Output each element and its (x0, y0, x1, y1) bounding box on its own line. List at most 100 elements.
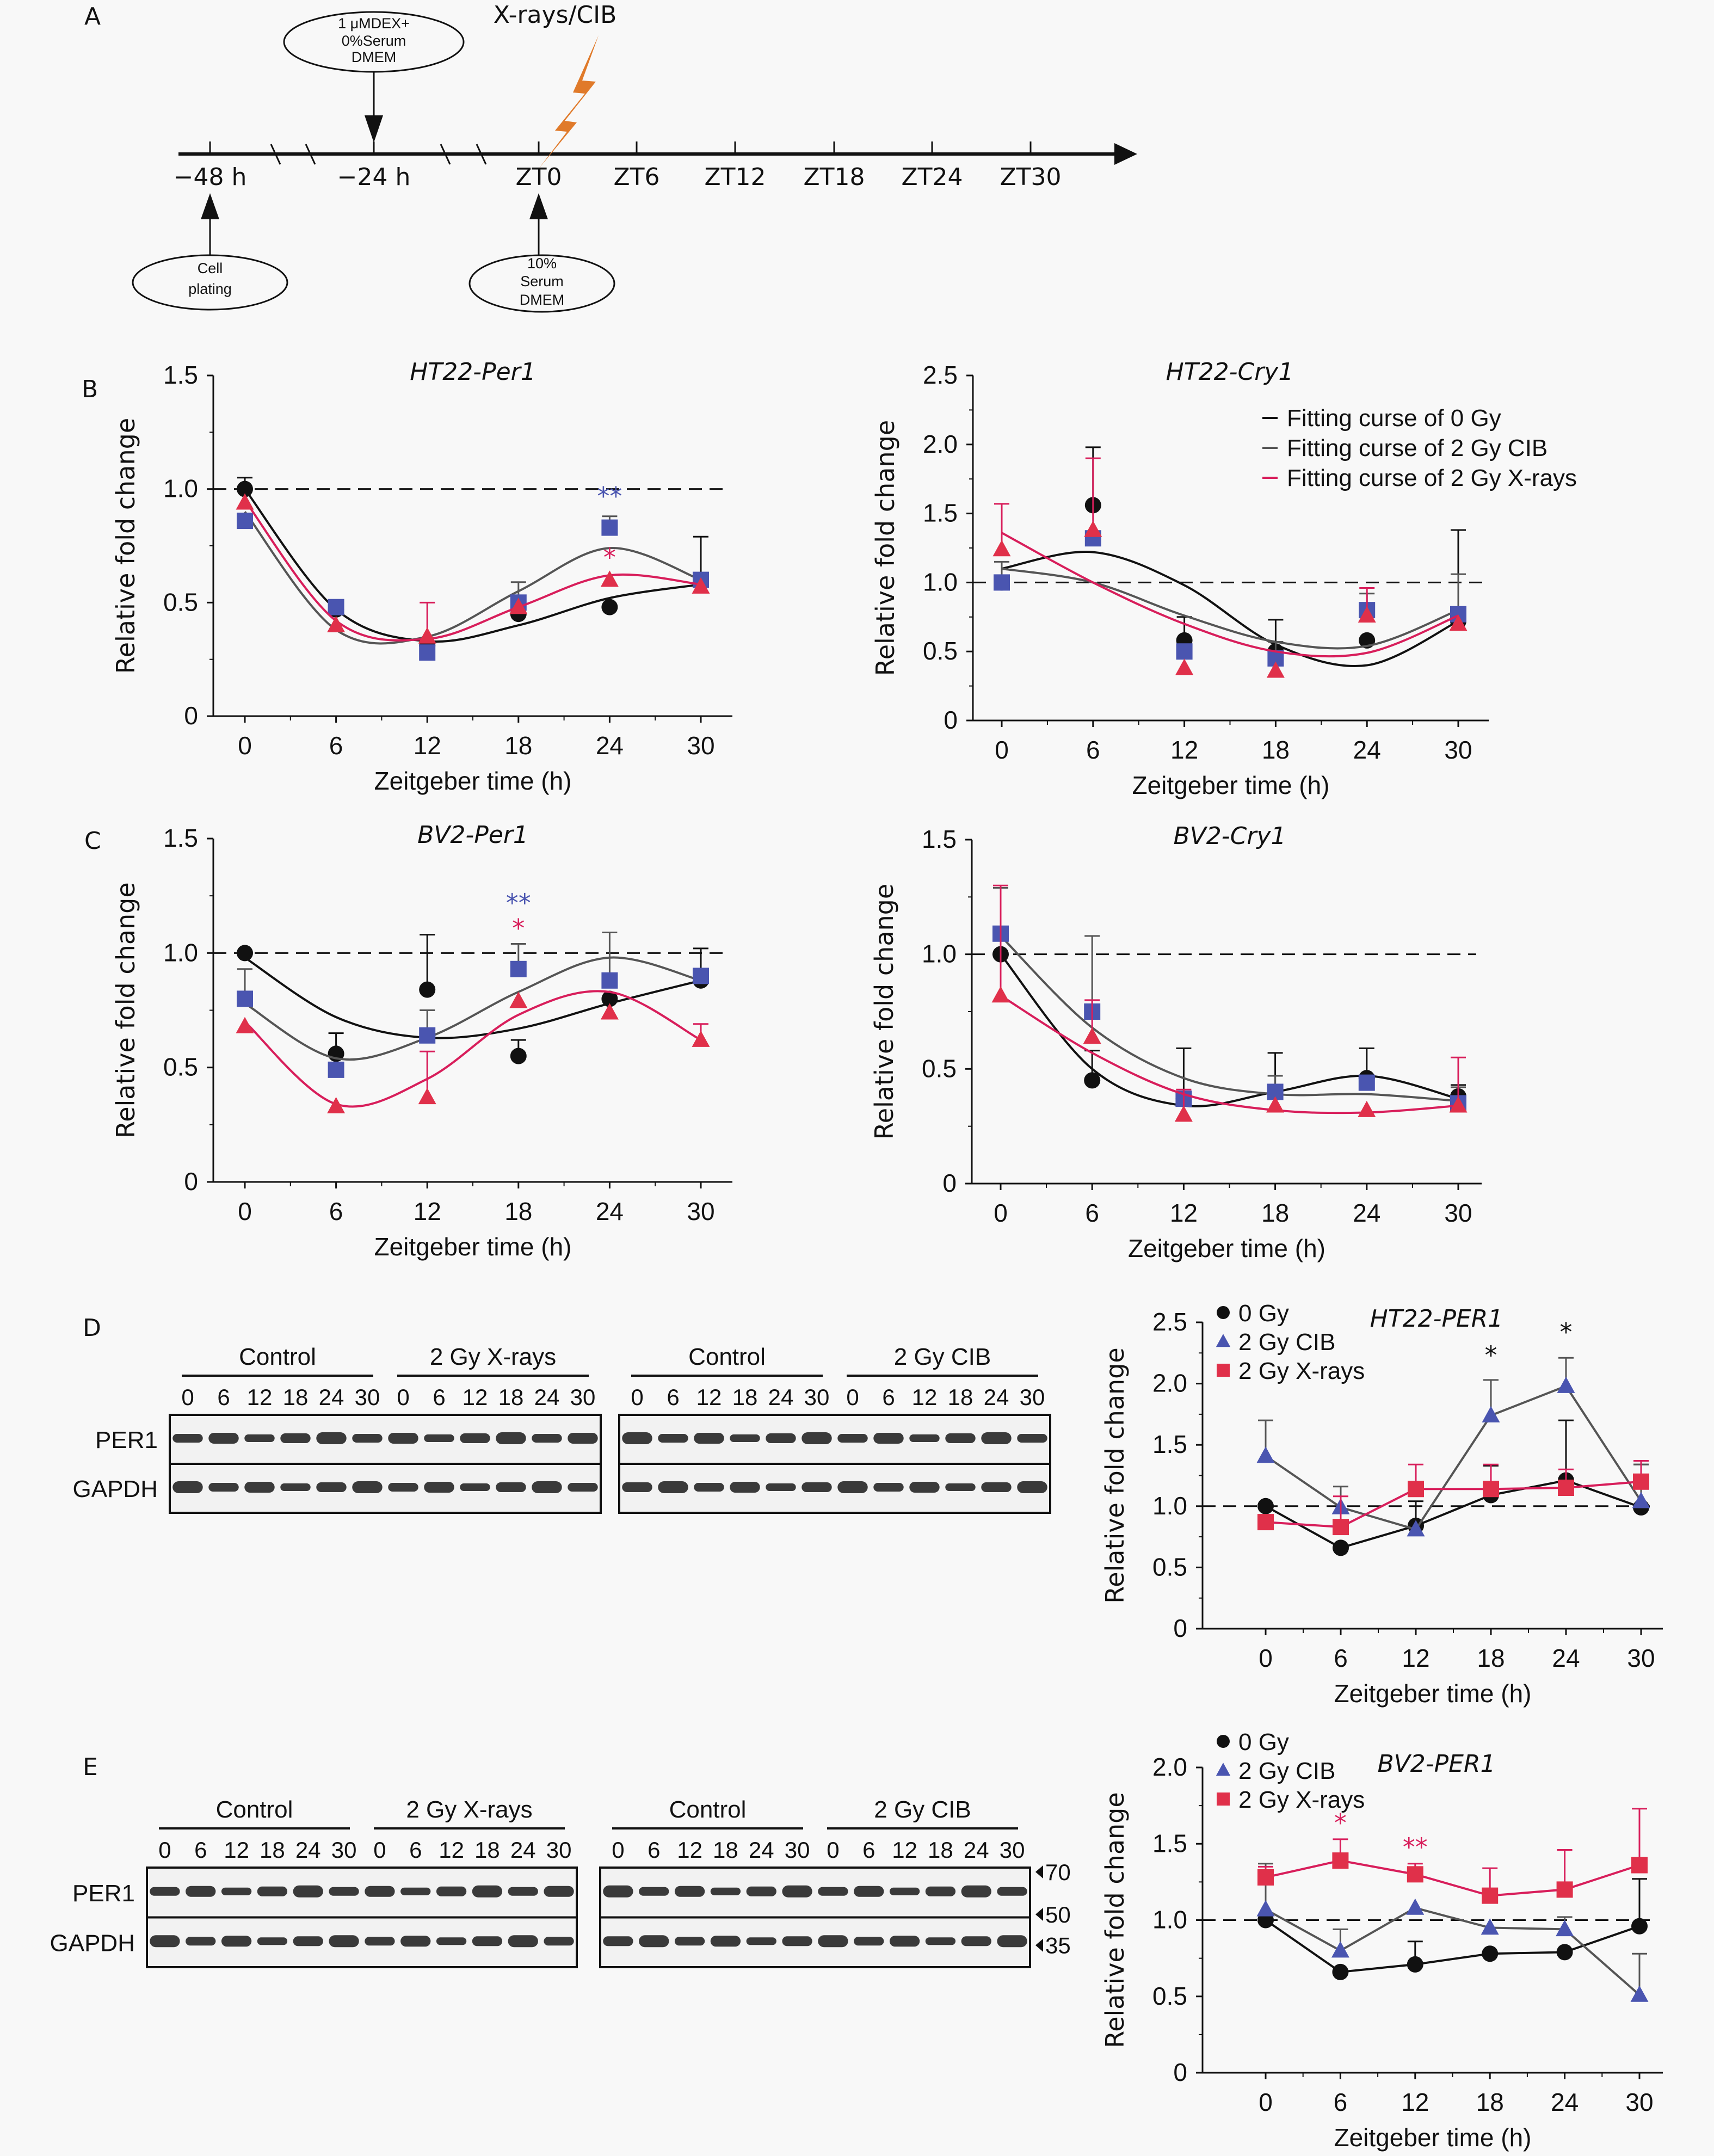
data-point (1482, 1887, 1499, 1904)
panel-label-b: B (82, 375, 98, 403)
blot-group-label: 2 Gy X-rays (430, 1344, 556, 1370)
data-point (1332, 1963, 1349, 1980)
per1-band (925, 1886, 956, 1896)
timeline-tick-label: ZT18 (803, 163, 865, 191)
gapdh-band (909, 1482, 940, 1493)
chart-title: BV2-Per1 (417, 821, 528, 849)
data-point (1407, 1956, 1423, 1973)
per1-band (186, 1886, 216, 1897)
timeline-tick-label: ZT0 (515, 163, 562, 191)
y-tick-label: 1.0 (922, 940, 957, 968)
data-point (1332, 1852, 1349, 1869)
per1-band (352, 1434, 383, 1443)
lane-label: 30 (1000, 1837, 1025, 1863)
data-point (1557, 1376, 1575, 1393)
gapdh-band (730, 1482, 760, 1493)
x-tick-label: 24 (1551, 2088, 1579, 2116)
data-point (1482, 1406, 1500, 1422)
per1-band (746, 1886, 776, 1896)
x-tick-label: 0 (238, 731, 252, 760)
data-point (1084, 1072, 1101, 1089)
data-point (1174, 1105, 1193, 1122)
significance-marker: ** (597, 482, 622, 511)
legend-label: 2 Gy CIB (1238, 1329, 1336, 1356)
data-point (1257, 1869, 1274, 1886)
timeline-diagram: −48 h −24 h ZT0 ZT6 ZT12 ZT18 ZT24 ZT30 X-rays/… (132, 1, 1137, 313)
lane-label: 24 (510, 1837, 536, 1863)
y-tick-label: 1.5 (1152, 1430, 1187, 1458)
data-point (692, 577, 710, 594)
legend-marker (1216, 1763, 1231, 1776)
data-point (236, 493, 254, 510)
mw-marker-label: 50 (1045, 1902, 1071, 1927)
axis-break-mark (476, 144, 487, 165)
gapdh-band (329, 1935, 359, 1948)
x-tick-label: 30 (1625, 2088, 1653, 2116)
significance-marker: * (1485, 1341, 1497, 1370)
data-point (509, 597, 528, 614)
x-tick-label: 18 (504, 731, 532, 760)
data-point (601, 990, 618, 1007)
plating-arrowhead (201, 193, 219, 219)
significance-marker: * (603, 543, 616, 572)
data-point (1630, 1985, 1649, 2002)
fit-curve (244, 488, 701, 643)
data-point (510, 960, 527, 977)
data-point (601, 519, 618, 536)
blot-group-label: Control (688, 1344, 766, 1370)
fit-curve (1001, 568, 1459, 650)
x-axis-label: Zeitgeber time (h) (1334, 2123, 1531, 2152)
gapdh-band (818, 1935, 848, 1948)
legend-label: 2 Gy X-rays (1238, 1787, 1365, 1813)
x-tick-label: 6 (1334, 1644, 1348, 1672)
lane-label: 18 (928, 1837, 953, 1863)
irradiation-label: X-rays/CIB (494, 1, 617, 29)
per1-band (837, 1434, 868, 1443)
x-tick-label: 12 (1401, 2088, 1429, 2116)
series-2-gy-cib (994, 530, 1466, 667)
per1-band (1017, 1434, 1047, 1443)
series-line (1265, 1384, 1642, 1531)
dex-line-1: 1 μMDEX+ (338, 15, 410, 32)
per1-band (544, 1886, 574, 1897)
data-point (1256, 1900, 1275, 1917)
lane-label: 30 (570, 1384, 596, 1410)
gapdh-band (208, 1483, 239, 1492)
data-point (328, 599, 344, 615)
data-point (1633, 1473, 1649, 1490)
data-point (1256, 1446, 1275, 1463)
gapdh-band (1017, 1481, 1047, 1493)
blot-group-label: Control (669, 1796, 747, 1823)
series-2-gy-cib (237, 511, 709, 661)
gapdh-band (889, 1936, 920, 1947)
y-tick-label: 0.5 (1152, 1553, 1187, 1581)
gapdh-band (854, 1937, 884, 1946)
significance-marker: ** (1403, 1833, 1428, 1862)
fit-curve (1000, 953, 1459, 1108)
gapdh-band (472, 1936, 503, 1946)
chart-c-left: 0 0.5 1.0 1.5 0 6 12 18 24 30 Zeitgeber time (h) Re… (111, 821, 732, 1261)
data-point (1481, 1918, 1499, 1935)
per1-band (639, 1887, 669, 1896)
chart-e-right: 0 0.5 1.0 1.5 2.0 0 6 12 18 24 30 Zeitgeber time (h… (1100, 1729, 1663, 2152)
per1-band (603, 1885, 633, 1898)
x-tick-label: 12 (414, 1197, 441, 1225)
per1-band (424, 1434, 454, 1442)
gapdh-band (603, 1936, 633, 1946)
data-point (237, 990, 253, 1007)
data-point (1558, 1480, 1574, 1496)
y-tick-label: 0 (1173, 2058, 1187, 2086)
gapdh-band (873, 1483, 904, 1492)
y-tick-label: 0.5 (923, 637, 958, 665)
data-point (1083, 1027, 1101, 1044)
lightning-bolt-icon (539, 35, 599, 169)
y-tick-label: 1.5 (923, 499, 958, 527)
lane-label: 12 (224, 1837, 249, 1863)
legend-marker (1217, 1735, 1230, 1748)
blot-row-label: PER1 (72, 1880, 135, 1907)
per1-band (889, 1887, 920, 1895)
timeline-tick-label: ZT12 (704, 163, 766, 191)
